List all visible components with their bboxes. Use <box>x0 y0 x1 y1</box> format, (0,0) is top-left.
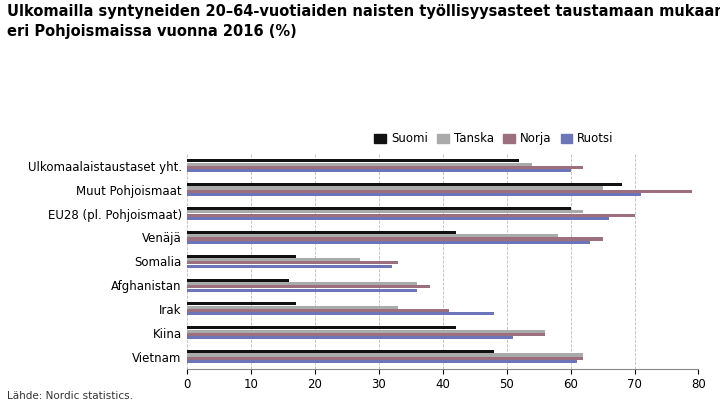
Bar <box>187 241 590 244</box>
Bar <box>187 261 398 264</box>
Bar <box>187 309 449 312</box>
Bar <box>187 190 692 193</box>
Bar <box>187 330 545 333</box>
Bar <box>187 306 398 309</box>
Bar <box>187 360 577 363</box>
Text: Lähde: Nordic statistics.: Lähde: Nordic statistics. <box>7 391 133 401</box>
Bar <box>187 210 583 213</box>
Bar <box>187 279 289 281</box>
Bar <box>187 183 622 186</box>
Bar <box>187 162 532 166</box>
Bar <box>187 169 571 173</box>
Bar <box>187 282 418 285</box>
Bar <box>187 303 296 305</box>
Bar <box>187 217 609 220</box>
Bar <box>187 207 571 210</box>
Bar <box>187 326 456 329</box>
Bar <box>187 234 558 237</box>
Bar <box>187 231 456 234</box>
Bar <box>187 288 418 292</box>
Bar <box>187 237 603 241</box>
Bar <box>187 285 430 288</box>
Bar <box>187 354 583 356</box>
Bar <box>187 255 296 258</box>
Bar <box>187 193 641 196</box>
Bar <box>187 166 583 169</box>
Bar <box>187 159 520 162</box>
Bar <box>187 333 545 336</box>
Text: Ulkomailla syntyneiden 20–64-vuotiaiden naisten työllisyysasteet taustamaan muka: Ulkomailla syntyneiden 20–64-vuotiaiden … <box>7 4 720 39</box>
Bar <box>187 258 360 261</box>
Bar <box>187 214 634 217</box>
Legend: Suomi, Tanska, Norja, Ruotsi: Suomi, Tanska, Norja, Ruotsi <box>369 128 618 150</box>
Bar <box>187 350 494 353</box>
Bar <box>187 357 583 360</box>
Bar <box>187 265 392 268</box>
Bar <box>187 312 494 315</box>
Bar <box>187 186 603 190</box>
Bar <box>187 336 513 339</box>
